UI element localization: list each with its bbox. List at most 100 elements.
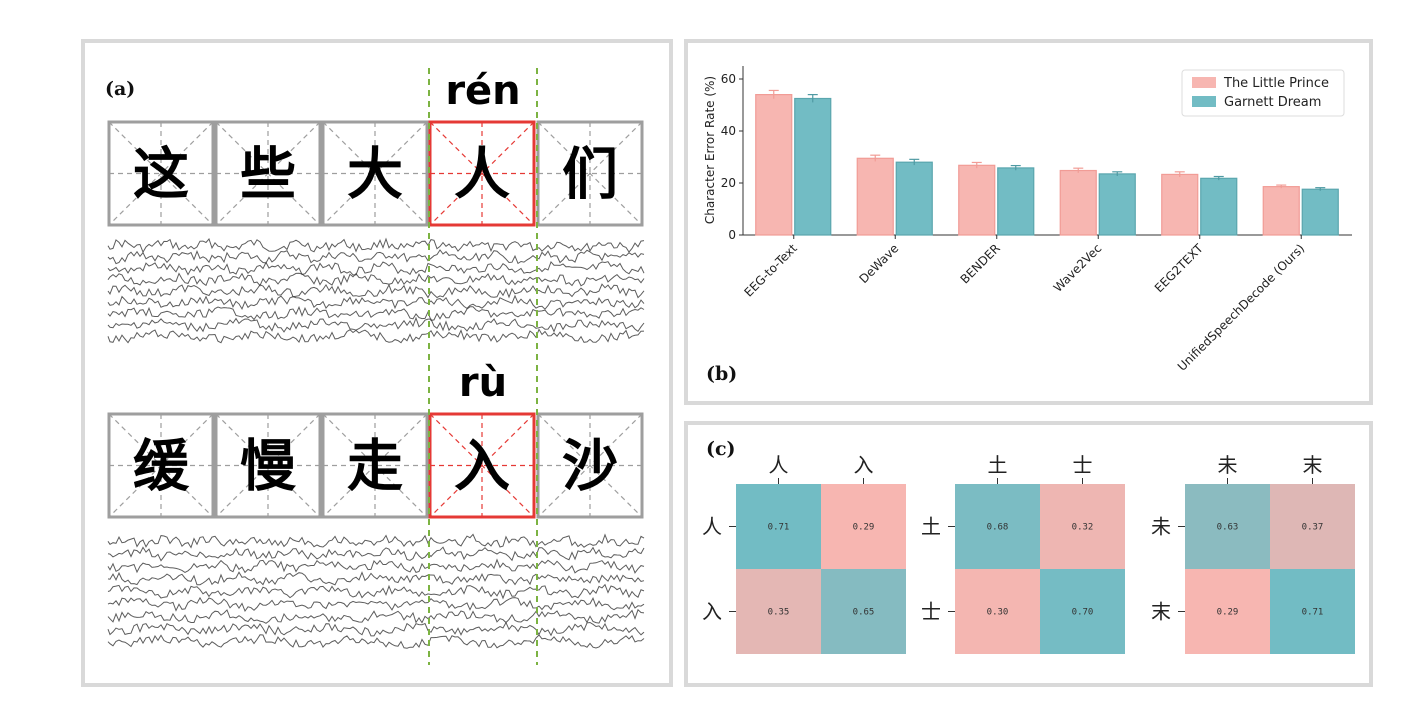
x-tick-label: DeWave	[856, 241, 901, 286]
bar-garnett-dream	[1098, 173, 1136, 236]
eeg-trace	[107, 608, 645, 624]
eeg-trace	[107, 272, 645, 287]
char-cell: 们	[536, 120, 644, 227]
x-tick-label: EEG-to-Text	[741, 241, 800, 300]
matrix-cell	[955, 569, 1040, 654]
y-tick-label: 20	[721, 176, 736, 190]
eeg-trace	[107, 634, 645, 649]
eeg-trace	[107, 596, 645, 613]
matrix-value: 0.71	[768, 523, 790, 533]
matrix-value: 0.70	[1072, 608, 1094, 618]
eeg-trace	[107, 260, 645, 276]
matrix-cell	[1185, 569, 1270, 654]
bar-little-prince	[1059, 169, 1097, 236]
matrix-col-label: 人	[769, 453, 789, 477]
y-tick-label: 40	[721, 124, 736, 138]
matrix-col-label: 入	[854, 453, 874, 477]
eeg-trace	[107, 237, 645, 254]
bar-garnett-dream	[1200, 177, 1238, 236]
matrix-col-label: 士	[1073, 453, 1093, 477]
eeg-trace	[107, 533, 645, 549]
matrix-cell	[736, 569, 821, 654]
matrix-row-label: 未	[1151, 515, 1171, 539]
matrix-row-label: 末	[1151, 600, 1171, 624]
eeg-trace	[107, 305, 645, 321]
char-cell-highlight: 入	[428, 412, 536, 519]
legend-swatch	[1192, 96, 1216, 107]
matrix-col-label: 土	[988, 453, 1008, 477]
bar-little-prince	[755, 93, 793, 236]
hanzi-char: 慢	[240, 435, 297, 500]
char-cell: 些	[214, 120, 322, 227]
panel-b-frame	[684, 39, 1373, 405]
matrix-cell	[1040, 569, 1125, 654]
y-tick-label: 0	[728, 228, 736, 242]
char-cell: 慢	[214, 412, 322, 519]
matrix-cell	[955, 484, 1040, 569]
char-cell: 大	[321, 120, 429, 227]
row1-char-grid: 这些大人们	[107, 120, 644, 227]
matrix-value: 0.65	[853, 608, 875, 618]
eeg-trace	[107, 621, 645, 637]
panel-a-frame	[81, 39, 673, 687]
hanzi-char: 走	[347, 435, 403, 500]
matrix-cell	[821, 569, 906, 654]
x-tick-label: BENDER	[958, 241, 1003, 286]
row1-eeg-traces	[107, 237, 645, 344]
eeg-trace	[107, 249, 645, 265]
hanzi-char: 们	[562, 143, 618, 208]
bar-little-prince	[1262, 186, 1300, 236]
matrix-value: 0.68	[987, 523, 1009, 533]
matrix-value: 0.29	[1217, 608, 1239, 618]
y-tick-label: 60	[721, 72, 736, 86]
bar-garnett-dream	[997, 167, 1035, 236]
matrix-cell	[736, 484, 821, 569]
y-axis-title: Character Error Rate (%)	[703, 76, 717, 224]
bar-garnett-dream	[895, 161, 933, 236]
row2-char-grid: 缓慢走入沙	[107, 412, 644, 519]
cell-diagonal	[537, 121, 643, 226]
panel-b-label: (b)	[706, 363, 737, 385]
panel-b-bar-chart: Character Error Rate (%) 0 20 40 60 EEG-to-T…	[703, 66, 1352, 374]
hanzi-char: 大	[347, 143, 403, 208]
hanzi-char: 缓	[133, 435, 190, 500]
matrix-row-label: 士	[921, 600, 941, 624]
panel-c-label: (c)	[706, 438, 736, 460]
eeg-trace	[107, 328, 645, 344]
matrix-cell	[1270, 569, 1355, 654]
matrix-cell	[1040, 484, 1125, 569]
char-cell: 沙	[536, 412, 644, 519]
hanzi-char: 入	[454, 435, 510, 500]
char-cell: 走	[321, 412, 429, 519]
cell-diagonal	[322, 121, 428, 226]
matrix-value: 0.30	[987, 608, 1009, 618]
panel-a: 这些大人们 缓慢走入沙 rén rù	[107, 68, 645, 665]
bar-little-prince	[856, 157, 894, 236]
hanzi-char: 这	[133, 143, 189, 208]
matrix-cell	[821, 484, 906, 569]
cell-diagonal	[537, 413, 643, 518]
matrix-value: 0.37	[1302, 523, 1324, 533]
char-cell: 缓	[107, 412, 215, 519]
bar-little-prince	[958, 164, 996, 236]
legend-entry: Garnett Dream	[1224, 95, 1321, 110]
matrix-cell	[1270, 484, 1355, 569]
bar-little-prince	[1161, 173, 1199, 236]
matrix-value: 0.32	[1072, 523, 1094, 533]
eeg-trace	[107, 546, 645, 562]
matrix-row-label: 土	[921, 515, 941, 539]
hanzi-char: 些	[240, 143, 296, 208]
matrix-value: 0.35	[768, 608, 790, 618]
matrix-col-label: 末	[1303, 453, 1323, 477]
cell-diagonal	[429, 413, 535, 518]
matrix-value: 0.63	[1217, 523, 1239, 533]
char-cell-highlight: 人	[428, 120, 536, 227]
row2-pinyin: rù	[459, 360, 507, 406]
matrix-row-label: 入	[702, 600, 722, 624]
eeg-trace	[107, 294, 645, 311]
eeg-trace	[107, 571, 645, 586]
panel-a-label: (a)	[105, 78, 135, 100]
